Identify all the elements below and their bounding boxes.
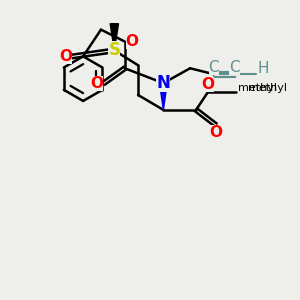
Polygon shape [110, 24, 118, 50]
Text: methyl: methyl [238, 82, 277, 93]
Text: H: H [257, 61, 269, 76]
Text: C: C [208, 60, 219, 75]
Text: O: O [59, 49, 72, 64]
Text: O: O [209, 125, 222, 140]
Text: C: C [230, 60, 240, 75]
Text: O: O [90, 76, 103, 91]
Text: N: N [156, 74, 170, 92]
Text: O: O [126, 34, 139, 49]
Text: S: S [108, 41, 120, 59]
Text: O: O [202, 77, 214, 92]
Text: methyl: methyl [248, 82, 287, 93]
Polygon shape [160, 83, 167, 110]
